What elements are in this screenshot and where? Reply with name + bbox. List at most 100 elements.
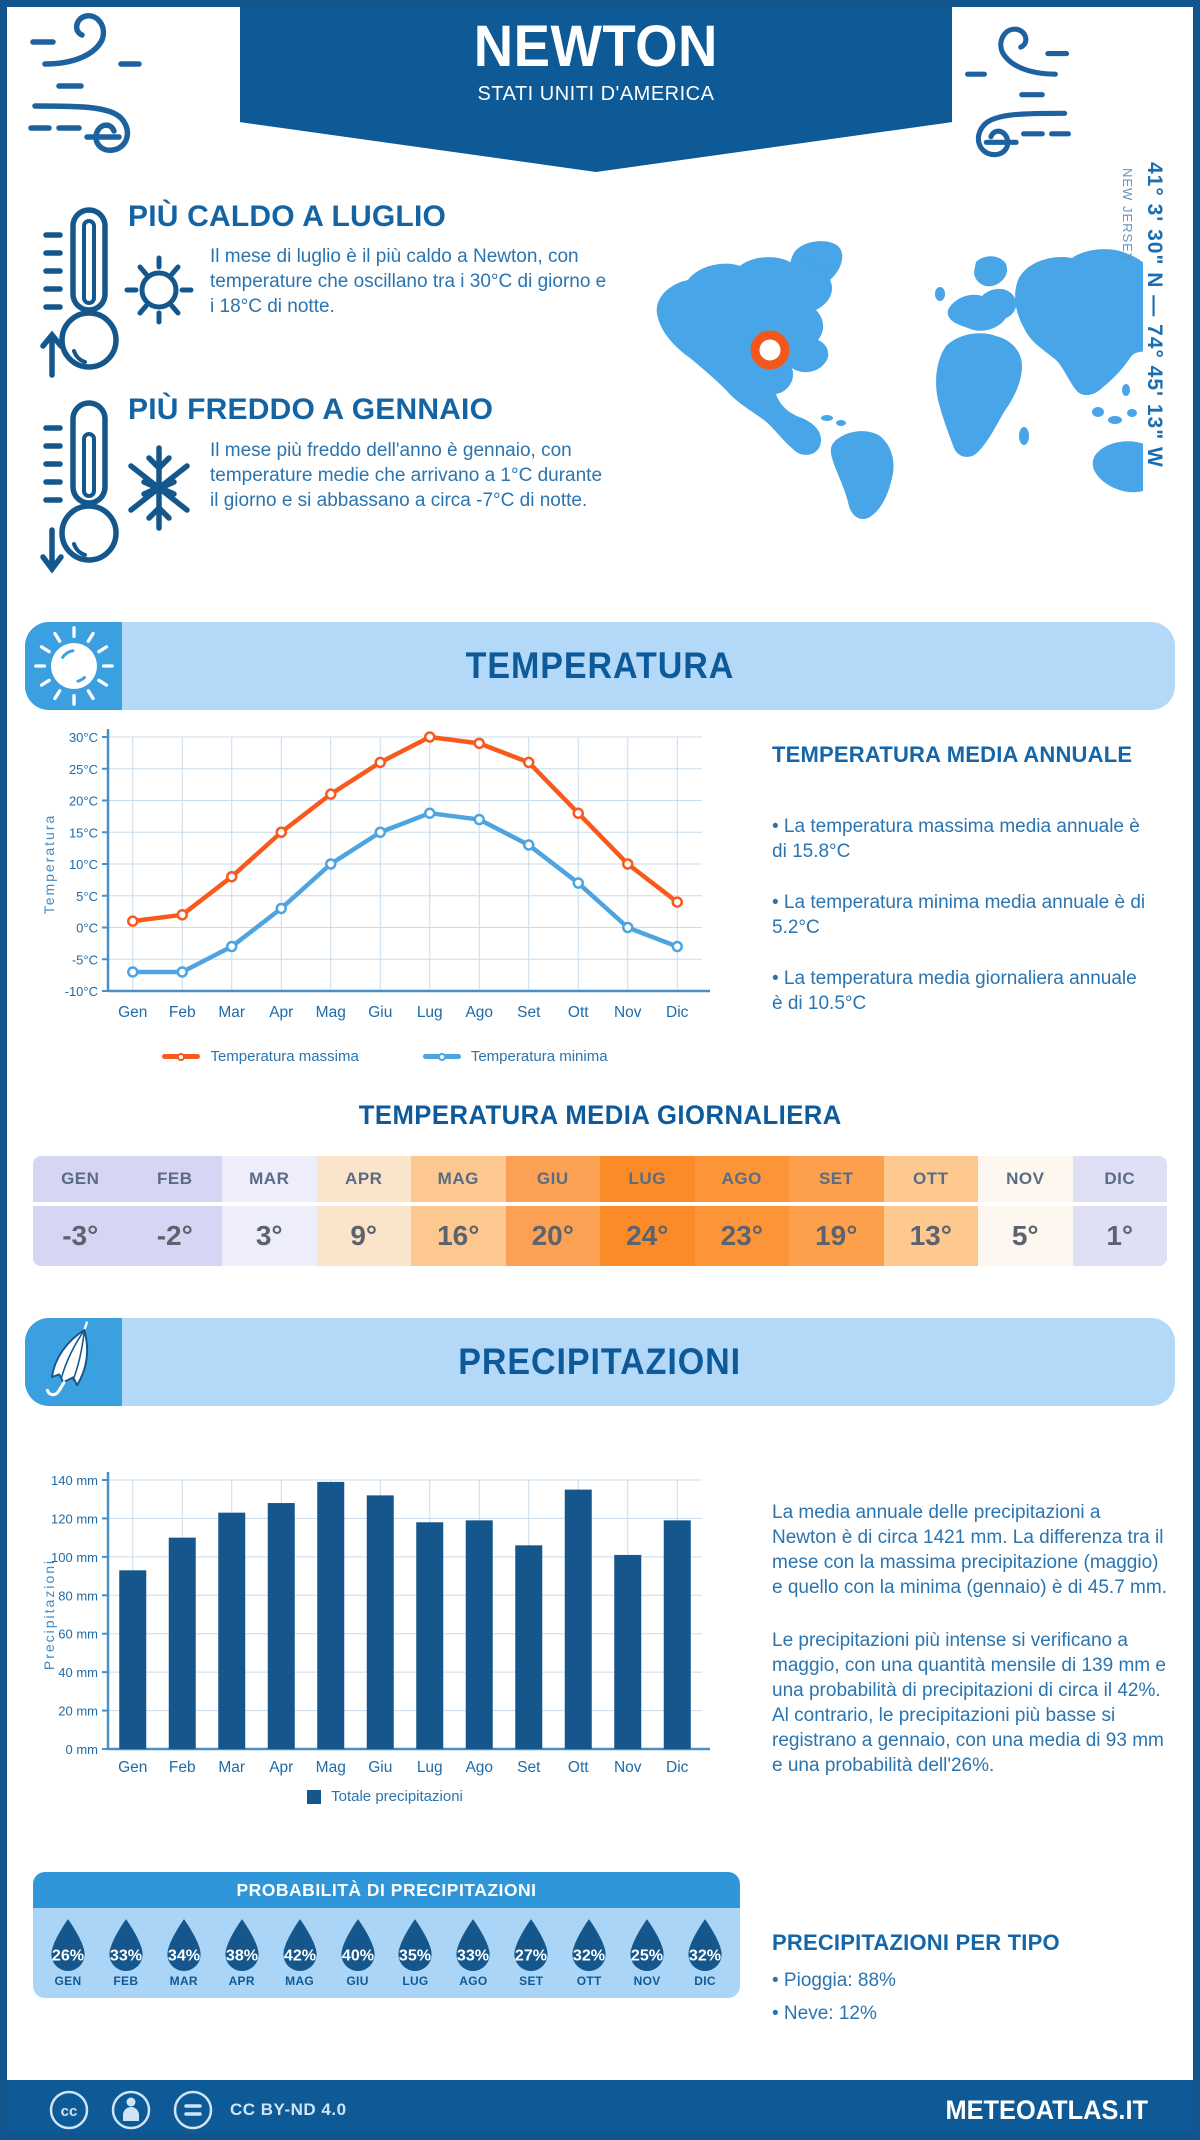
temperature-section-title: TEMPERATURA: [465, 645, 735, 686]
probability-months: 26% GEN 33% FEB 34% MAR 38% APR 42% MAG 40% GIU 35% L…: [33, 1908, 740, 1998]
svg-text:Lug: Lug: [417, 1759, 443, 1776]
svg-text:Apr: Apr: [269, 1759, 293, 1776]
svg-text:25°C: 25°C: [69, 762, 98, 777]
svg-text:32%: 32%: [573, 1947, 605, 1965]
svg-text:42%: 42%: [284, 1947, 316, 1965]
svg-text:60 mm: 60 mm: [58, 1627, 98, 1642]
license-label: CC BY-ND 4.0: [230, 2100, 347, 2119]
cc-license-icons: cc: [49, 2090, 213, 2130]
svg-text:30°C: 30°C: [69, 730, 98, 745]
legend-swatch: [422, 1052, 461, 1061]
water-drop-icon: 32%: [572, 1919, 606, 1971]
month-value-set: 19°: [789, 1206, 884, 1266]
drop-month-label: MAR: [169, 1974, 198, 1988]
month-header-feb: FEB: [127, 1156, 222, 1202]
month-header-mag: MAG: [411, 1156, 506, 1202]
probability-dic: 32% DIC: [676, 1916, 734, 1988]
precipitation-bar-chart: 0 mm 20 mm 40 mm 60 mm 80 mm 100 mm 120 mm 140 …: [41, 1472, 710, 1776]
snow-bullet: • Neve: 12%: [772, 2003, 877, 2024]
svg-text:Ago: Ago: [465, 1759, 493, 1776]
svg-text:Apr: Apr: [269, 1004, 293, 1021]
coordinates-label: 41° 3' 30" N — 74° 45' 13" W: [1143, 162, 1166, 468]
month-value-ott: 13°: [883, 1206, 978, 1266]
month-header-nov: NOV: [978, 1156, 1073, 1202]
water-drop-icon: 38%: [225, 1919, 259, 1971]
thermometer-up-icon: [40, 207, 119, 378]
month-value-feb: -2°: [127, 1206, 222, 1266]
svg-text:25%: 25%: [631, 1947, 663, 1965]
svg-text:Feb: Feb: [169, 1004, 196, 1021]
svg-text:Mag: Mag: [316, 1004, 346, 1021]
precipitation-section-title: PRECIPITAZIONI: [458, 1341, 742, 1382]
svg-text:Ott: Ott: [568, 1759, 589, 1776]
month-value-mar: 3°: [222, 1206, 317, 1266]
probability-giu: 40% GIU: [329, 1916, 387, 1988]
water-drop-icon: 25%: [630, 1919, 664, 1971]
sun-icon: [124, 255, 194, 325]
north-america: [656, 257, 833, 455]
brand-label: METEOATLAS.IT: [944, 2094, 1148, 2125]
drop-month-label: GIU: [346, 1974, 369, 1988]
svg-text:Ott: Ott: [568, 1004, 589, 1021]
water-drop-icon: 40%: [340, 1919, 375, 1971]
precipitation-paragraph-2: Le precipitazioni più intense si verific…: [772, 1630, 1166, 1776]
drop-month-label: FEB: [113, 1974, 139, 1988]
drop-month-label: LUG: [402, 1974, 429, 1988]
probability-ago: 33% AGO: [444, 1916, 502, 1988]
precipitation-paragraph-1: La media annuale delle precipitazioni a …: [772, 1502, 1167, 1598]
probability-nov: 25% NOV: [618, 1916, 676, 1988]
probability-apr: 38% APR: [213, 1916, 271, 1988]
drop-month-label: AGO: [459, 1974, 488, 1988]
svg-text:40 mm: 40 mm: [58, 1665, 98, 1680]
svg-text:5°C: 5°C: [76, 889, 98, 904]
annual-max-bullet: • La temperatura massima media annuale è…: [772, 816, 1140, 862]
legend-item: Temperatura massima: [162, 1048, 359, 1065]
footer-bar: cc CC BY-ND 4.0 METEOATLAS.IT: [0, 2080, 1200, 2140]
month-header-ago: AGO: [694, 1156, 789, 1202]
drop-month-label: GEN: [54, 1974, 82, 1988]
hottest-title: PIÙ CALDO A LUGLIO: [128, 200, 447, 233]
svg-text:Set: Set: [517, 1004, 541, 1021]
svg-text:0°C: 0°C: [76, 921, 98, 936]
month-value-mag: 16°: [411, 1206, 506, 1266]
svg-text:Nov: Nov: [614, 1004, 642, 1021]
asia: [1015, 249, 1143, 395]
sun-banner-icon: [33, 626, 114, 706]
svg-text:38%: 38%: [226, 1947, 258, 1965]
precipitation-icon-block: [25, 1318, 122, 1406]
legend-label: Temperatura massima: [210, 1048, 359, 1065]
month-value-apr: 9°: [316, 1206, 411, 1266]
legend-item: Temperatura minima: [422, 1048, 608, 1065]
svg-text:120 mm: 120 mm: [51, 1511, 98, 1526]
svg-text:15°C: 15°C: [69, 825, 98, 840]
precipitation-section-banner: PRECIPITAZIONI: [25, 1318, 1175, 1406]
page-subtitle: STATI UNITI D'AMERICA: [477, 83, 715, 105]
water-drop-icon: 33%: [456, 1919, 490, 1971]
legend-label: Totale precipitazioni: [331, 1788, 463, 1805]
svg-text:Dic: Dic: [666, 1759, 689, 1776]
africa: [936, 333, 1022, 457]
wind-icon: [28, 13, 142, 153]
drop-month-label: MAG: [285, 1974, 315, 1988]
annual-min-bullet: • La temperatura minima media annuale è …: [772, 892, 1146, 938]
water-drop-icon: 42%: [283, 1919, 317, 1971]
svg-text:Set: Set: [517, 1759, 541, 1776]
annual-temperature-panel: TEMPERATURA MEDIA ANNUALE • La temperatu…: [772, 742, 1152, 1016]
svg-text:100 mm: 100 mm: [51, 1550, 98, 1565]
location-marker-icon: [750, 330, 790, 370]
svg-text:Ago: Ago: [465, 1004, 493, 1021]
precipitation-type-panel: PRECIPITAZIONI PER TIPO • Pioggia: 88% •…: [772, 1930, 1152, 2026]
south-america: [830, 431, 894, 520]
month-header-set: SET: [789, 1156, 884, 1202]
drop-month-label: DIC: [694, 1974, 716, 1988]
region-label: NEW JERSEY: [1120, 168, 1135, 263]
svg-text:Lug: Lug: [417, 1004, 443, 1021]
svg-text:33%: 33%: [457, 1947, 489, 1965]
svg-text:Precipitazioni: Precipitazioni: [41, 1559, 57, 1670]
temperature-icon-block: [25, 622, 122, 710]
svg-text:Gen: Gen: [118, 1004, 147, 1021]
drop-month-label: APR: [228, 1974, 255, 1988]
precipitation-probability-box: PROBABILITÀ DI PRECIPITAZIONI 26% GEN 33% F…: [33, 1872, 740, 1998]
svg-text:Temperatura: Temperatura: [41, 814, 57, 915]
